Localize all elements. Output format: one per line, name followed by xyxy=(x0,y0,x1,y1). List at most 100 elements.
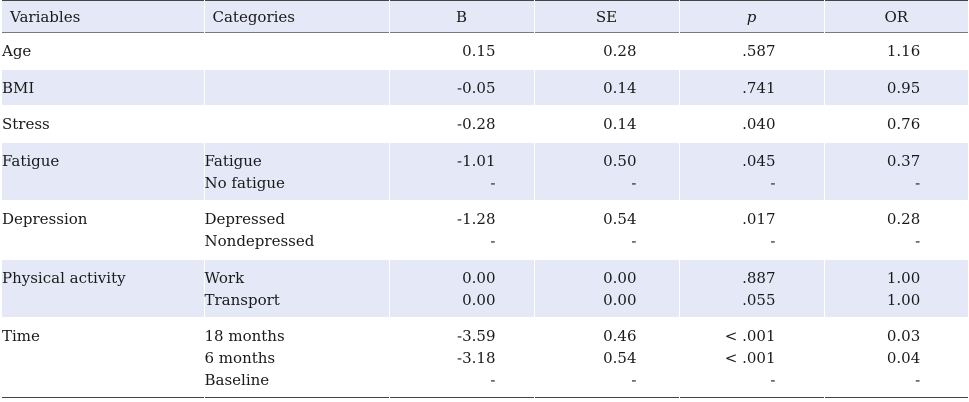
cell-p: .045 - xyxy=(679,142,825,201)
cell-se: 0.50 - xyxy=(534,142,680,201)
cell-p-value: .045 xyxy=(742,152,776,170)
cell-b: -0.28 xyxy=(389,105,535,143)
cell-p-value: .587 xyxy=(742,42,776,60)
category-label: Fatigue xyxy=(204,152,262,170)
table-row: Stress -0.28 0.14 .040 0.76 xyxy=(2,105,968,143)
cell-p: < .001 < .001 - xyxy=(679,317,825,398)
cell-p-value: - xyxy=(770,232,776,250)
cell-or: 0.76 xyxy=(824,106,968,143)
cell-p-value: .040 xyxy=(742,115,776,133)
cell-b-value: 0.15 xyxy=(462,42,496,60)
category-label xyxy=(205,113,389,135)
cell-or-value: 0.03 xyxy=(886,327,921,345)
cell-b-value: - xyxy=(490,232,496,250)
category-label: Transport xyxy=(204,291,280,309)
cell-se: 0.28 xyxy=(534,32,680,70)
header-variables: Variables xyxy=(2,0,205,33)
cell-variable: Depression xyxy=(2,200,205,260)
cell-se-value: 0.46 xyxy=(603,327,637,345)
cell-p: .741 xyxy=(679,69,825,106)
cell-or-value: 1.00 xyxy=(886,269,921,287)
table-row: Time 18 months 6 months Baseline -3.59 -3.18-… xyxy=(2,317,968,398)
cell-se: 0.54 - xyxy=(534,200,680,260)
category-label: Nondepressed xyxy=(204,232,315,250)
cell-variable: Stress xyxy=(2,105,205,143)
cell-p: .887 .055 xyxy=(679,259,825,318)
cell-categories xyxy=(204,69,390,106)
cell-b: -0.05 xyxy=(389,69,535,106)
category-label: 6 months xyxy=(204,349,276,367)
variable-label: Depression xyxy=(2,210,88,228)
cell-p-value: - xyxy=(770,174,776,192)
cell-p-value: .887 xyxy=(742,269,776,287)
table-row: Depression Depressed Nondepressed -1.28-0.5… xyxy=(2,200,968,260)
cell-se-value: 0.00 xyxy=(603,269,637,287)
cell-b-value: 0.00 xyxy=(462,269,496,287)
category-label: 18 months xyxy=(204,327,285,345)
table-row: Fatigue Fatigue No fatigue -1.01 - 0.50 - .045 -… xyxy=(2,142,968,201)
cell-variable: Age xyxy=(2,32,205,70)
cell-se-value: - xyxy=(631,232,637,250)
cell-or: 0.28 - xyxy=(824,201,968,260)
header-row: Variables Categories B SE p OR xyxy=(2,0,968,33)
table-row: Age 0.15 0.28 .587 1.16 xyxy=(2,32,968,70)
cell-se-value: - xyxy=(631,371,637,389)
cell-p-value: .741 xyxy=(742,79,776,97)
variable-label: BMI xyxy=(2,79,35,97)
cell-b: -3.59 -3.18 - xyxy=(389,317,535,398)
header-p: p xyxy=(679,0,825,33)
cell-b: -1.01 - xyxy=(389,142,535,201)
cell-b: 0.15 xyxy=(389,32,535,70)
header-b: B xyxy=(389,0,535,33)
category-label: Work xyxy=(204,269,245,287)
cell-variable: Fatigue xyxy=(2,142,205,201)
cell-p: .040 xyxy=(679,105,825,143)
category-label: No fatigue xyxy=(204,174,285,192)
cell-or-value: - xyxy=(915,174,921,192)
table-row: Physical activity Work Transport 0.00 0.00 0.… xyxy=(2,259,968,318)
category-label xyxy=(205,77,389,99)
header-categories: Categories xyxy=(204,0,390,33)
header-or: OR xyxy=(884,7,909,26)
cell-se-value: 0.14 xyxy=(603,79,637,97)
cell-p: .017 - xyxy=(679,200,825,260)
cell-se-value: - xyxy=(631,174,637,192)
cell-variable: BMI xyxy=(2,69,205,106)
cell-p-value: < .001 xyxy=(724,349,776,367)
cell-variable: Physical activity xyxy=(2,259,205,318)
category-label: Depressed xyxy=(204,210,285,228)
cell-categories: Fatigue No fatigue xyxy=(204,142,390,201)
cell-variable: Time xyxy=(2,317,205,398)
cell-or: 1.16 xyxy=(824,33,968,70)
cell-or-value: - xyxy=(915,232,921,250)
cell-or-value: 1.16 xyxy=(886,42,921,60)
variable-label: Time xyxy=(2,327,40,345)
cell-or: 0.95 xyxy=(824,70,968,106)
cell-or-value: 0.95 xyxy=(886,79,921,97)
cell-b-value: -1.28 xyxy=(457,210,496,228)
cell-p: .587 xyxy=(679,32,825,70)
cell-p-value: < .001 xyxy=(724,327,776,345)
variable-label: Stress xyxy=(2,115,50,133)
cell-b: 0.00 0.00 xyxy=(389,259,535,318)
cell-se-value: 0.14 xyxy=(603,115,637,133)
cell-b-value: - xyxy=(490,174,496,192)
cell-categories: 18 months 6 months Baseline xyxy=(204,317,390,398)
cell-se: 0.46 0.54 - xyxy=(534,317,680,398)
cell-or-value: 0.28 xyxy=(886,210,921,228)
cell-p-value: .055 xyxy=(742,291,776,309)
cell-or-value: 0.37 xyxy=(886,152,921,170)
cell-or-value: 0.04 xyxy=(886,349,921,367)
cell-se-value: 0.54 xyxy=(603,349,637,367)
cell-se-value: 0.50 xyxy=(603,152,637,170)
cell-b-value: -3.59 xyxy=(457,327,496,345)
cell-or-value: 0.76 xyxy=(886,115,921,133)
cell-categories xyxy=(204,32,390,70)
cell-categories xyxy=(204,105,390,143)
variable-label: Fatigue xyxy=(2,152,60,170)
cell-se-value: 0.00 xyxy=(603,291,637,309)
cell-b: -1.28 - xyxy=(389,200,535,260)
cell-categories: Work Transport xyxy=(204,259,390,318)
cell-or: 0.37 - xyxy=(824,143,968,201)
